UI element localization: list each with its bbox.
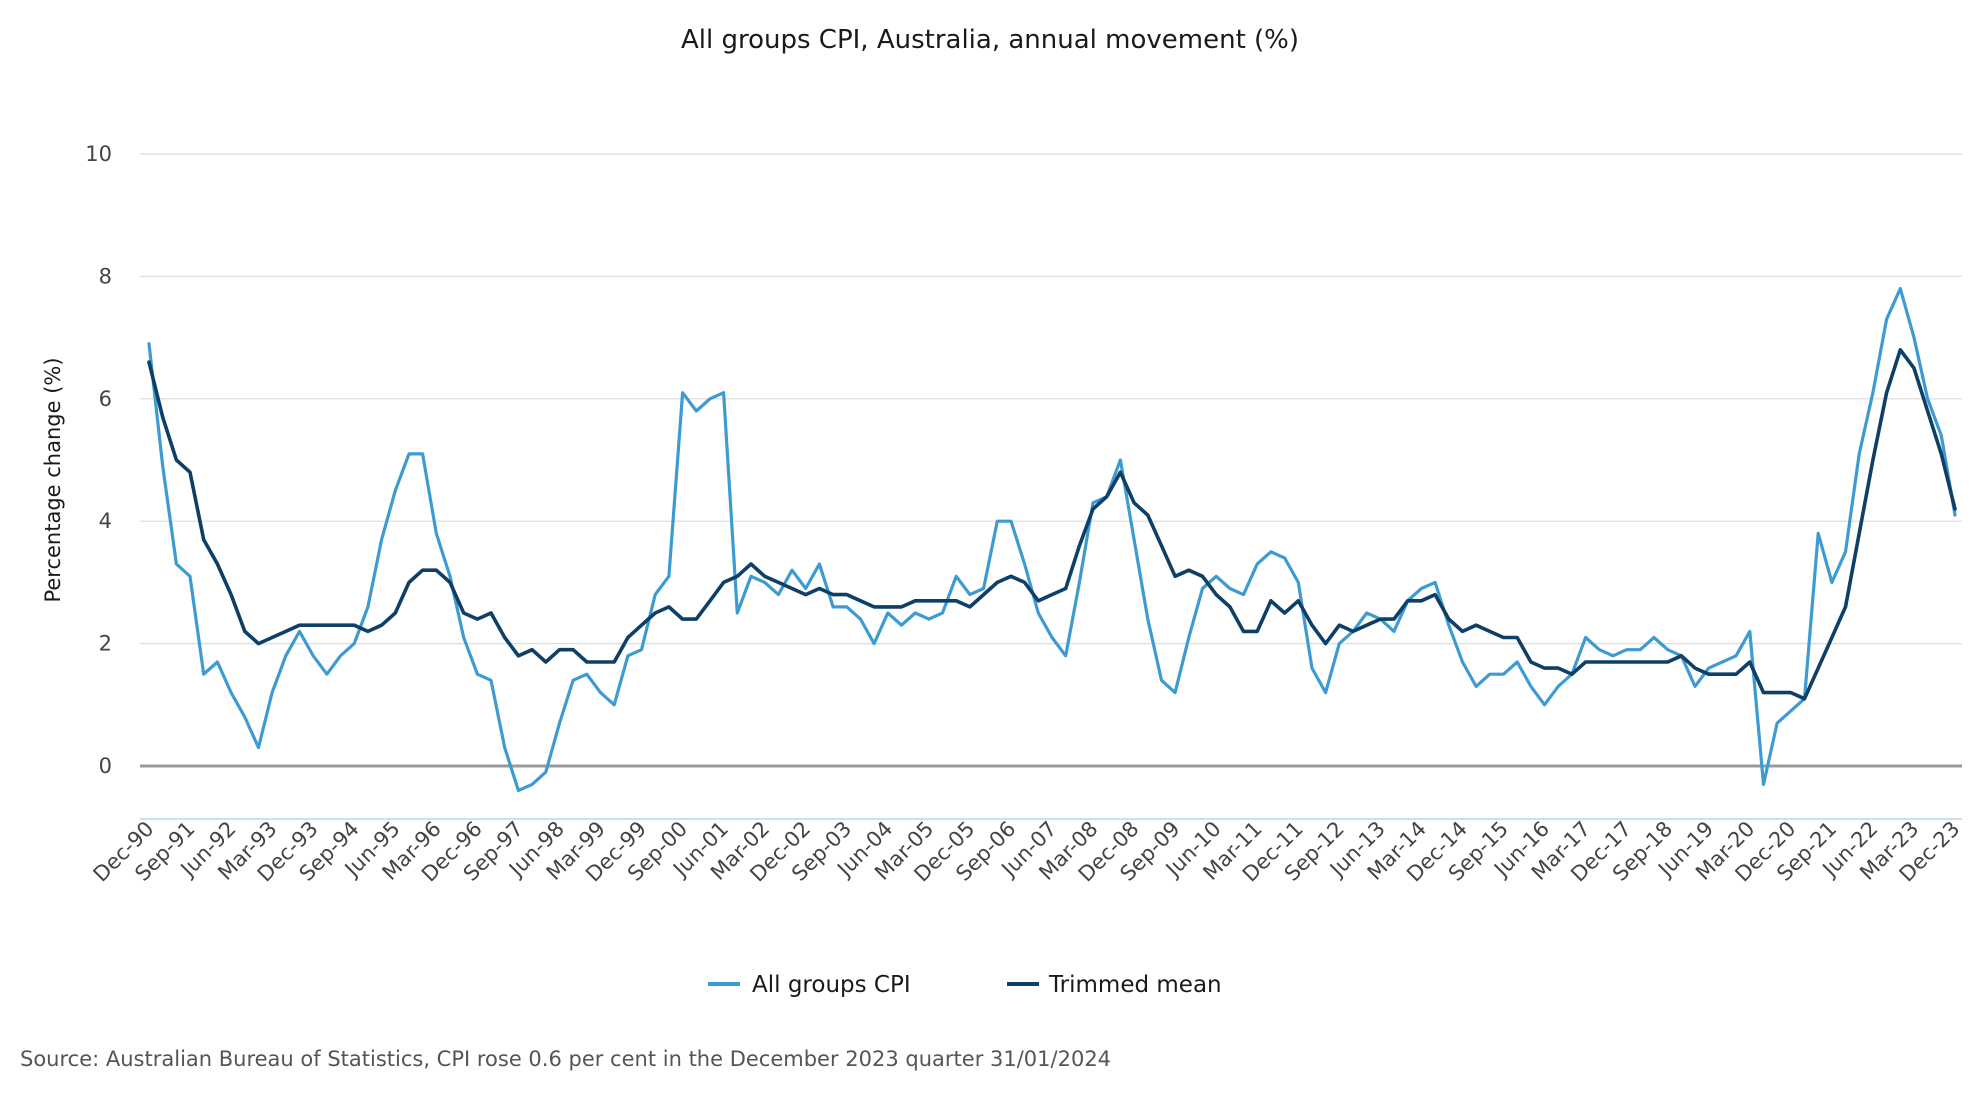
- y-axis-ticks: 0 2 4 6 8 10: [85, 142, 112, 778]
- y-tick-label: 2: [99, 632, 112, 656]
- legend-label-cpi: All groups CPI: [752, 972, 911, 998]
- y-axis-label: Percentage change (%): [41, 357, 65, 602]
- source-note: Source: Australian Bureau of Statistics,…: [20, 1047, 1111, 1071]
- y-tick-label: 0: [99, 754, 112, 778]
- y-tick-label: 6: [99, 387, 112, 411]
- chart-title: All groups CPI, Australia, annual moveme…: [681, 25, 1299, 55]
- x-axis-ticks: Dec-90Sep-91Jun-92Mar-93Dec-93Sep-94Jun-…: [89, 817, 1965, 887]
- legend-item-trimmed[interactable]: Trimmed mean: [1007, 972, 1222, 998]
- series-line-all-groups-cpi: [147, 287, 1957, 793]
- series-line-trimmed-mean: [147, 347, 1957, 701]
- legend-item-cpi[interactable]: All groups CPI: [708, 972, 911, 998]
- gridlines: [140, 153, 1962, 645]
- legend: All groups CPI Trimmed mean: [708, 972, 1222, 998]
- y-tick-label: 8: [99, 264, 112, 288]
- y-tick-label: 4: [99, 509, 112, 533]
- legend-label-trimmed: Trimmed mean: [1048, 972, 1222, 998]
- series-group: [147, 287, 1957, 793]
- y-tick-label: 10: [85, 142, 112, 166]
